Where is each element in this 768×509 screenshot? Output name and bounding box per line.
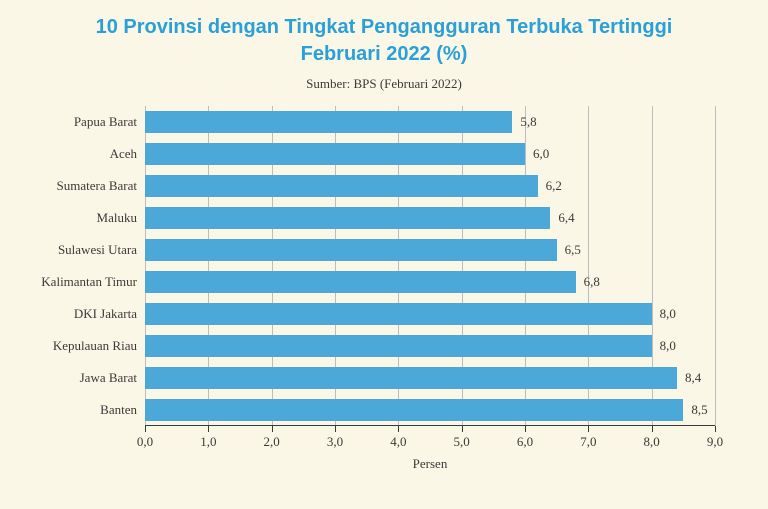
bar xyxy=(145,335,652,357)
x-tick-mark xyxy=(272,426,273,432)
x-tick-label: 9,0 xyxy=(707,434,723,450)
x-tick-mark xyxy=(462,426,463,432)
x-tick-mark xyxy=(652,426,653,432)
bar xyxy=(145,399,683,421)
x-tick-mark xyxy=(588,426,589,432)
x-tick-mark xyxy=(398,426,399,432)
y-category-label: Kalimantan Timur xyxy=(41,274,137,290)
bar-row: DKI Jakarta8,0 xyxy=(145,303,715,325)
x-tick-label: 4,0 xyxy=(390,434,406,450)
bar-value-label: 8,0 xyxy=(660,338,676,354)
bar-row: Sulawesi Utara6,5 xyxy=(145,239,715,261)
x-axis-title: Persen xyxy=(413,456,448,472)
x-axis-baseline xyxy=(145,425,715,426)
plot-area: Papua Barat5,8 Aceh6,0 Sumatera Barat6,2 Ma… xyxy=(145,106,715,426)
bar-row: Maluku6,4 xyxy=(145,207,715,229)
x-tick-mark xyxy=(525,426,526,432)
y-category-label: Jawa Barat xyxy=(80,370,137,386)
y-category-label: Aceh xyxy=(110,146,137,162)
bar-row: Kalimantan Timur6,8 xyxy=(145,271,715,293)
y-category-label: Papua Barat xyxy=(74,114,137,130)
x-tick-mark xyxy=(335,426,336,432)
chart-subtitle: Sumber: BPS (Februari 2022) xyxy=(0,76,768,92)
x-tick-label: 7,0 xyxy=(580,434,596,450)
bar-row: Sumatera Barat6,2 xyxy=(145,175,715,197)
x-tick-label: 1,0 xyxy=(200,434,216,450)
bar-value-label: 8,4 xyxy=(685,370,701,386)
bar xyxy=(145,271,576,293)
chart-title: 10 Provinsi dengan Tingkat Pengangguran … xyxy=(0,0,768,68)
y-category-label: DKI Jakarta xyxy=(74,306,137,322)
bar-value-label: 6,2 xyxy=(546,178,562,194)
bars-container: Papua Barat5,8 Aceh6,0 Sumatera Barat6,2 Ma… xyxy=(145,106,715,426)
x-tick-label: 0,0 xyxy=(137,434,153,450)
bar xyxy=(145,175,538,197)
bar-value-label: 6,0 xyxy=(533,146,549,162)
bar-row: Banten8,5 xyxy=(145,399,715,421)
x-tick-label: 8,0 xyxy=(644,434,660,450)
bar xyxy=(145,143,525,165)
x-tick-label: 6,0 xyxy=(517,434,533,450)
gridline xyxy=(715,106,716,426)
y-category-label: Kepulauan Riau xyxy=(53,338,137,354)
bar-value-label: 6,5 xyxy=(565,242,581,258)
x-tick-mark xyxy=(145,426,146,432)
y-category-label: Banten xyxy=(100,402,137,418)
bar-value-label: 5,8 xyxy=(520,114,536,130)
x-tick-label: 2,0 xyxy=(264,434,280,450)
x-tick-mark xyxy=(715,426,716,432)
bar-value-label: 8,5 xyxy=(691,402,707,418)
bar-row: Jawa Barat8,4 xyxy=(145,367,715,389)
bar-row: Papua Barat5,8 xyxy=(145,111,715,133)
bar xyxy=(145,367,677,389)
x-tick-mark xyxy=(208,426,209,432)
y-category-label: Sulawesi Utara xyxy=(58,242,137,258)
bar xyxy=(145,111,512,133)
y-category-label: Maluku xyxy=(97,210,137,226)
chart-title-line2: Februari 2022 (%) xyxy=(301,43,468,65)
bar-value-label: 8,0 xyxy=(660,306,676,322)
bar xyxy=(145,207,550,229)
bar-value-label: 6,4 xyxy=(558,210,574,226)
x-tick-label: 5,0 xyxy=(454,434,470,450)
bar-value-label: 6,8 xyxy=(584,274,600,290)
bar-row: Aceh6,0 xyxy=(145,143,715,165)
y-category-label: Sumatera Barat xyxy=(57,178,138,194)
x-tick-label: 3,0 xyxy=(327,434,343,450)
bar xyxy=(145,303,652,325)
bar-row: Kepulauan Riau8,0 xyxy=(145,335,715,357)
chart-title-line1: 10 Provinsi dengan Tingkat Pengangguran … xyxy=(96,16,673,38)
bar xyxy=(145,239,557,261)
